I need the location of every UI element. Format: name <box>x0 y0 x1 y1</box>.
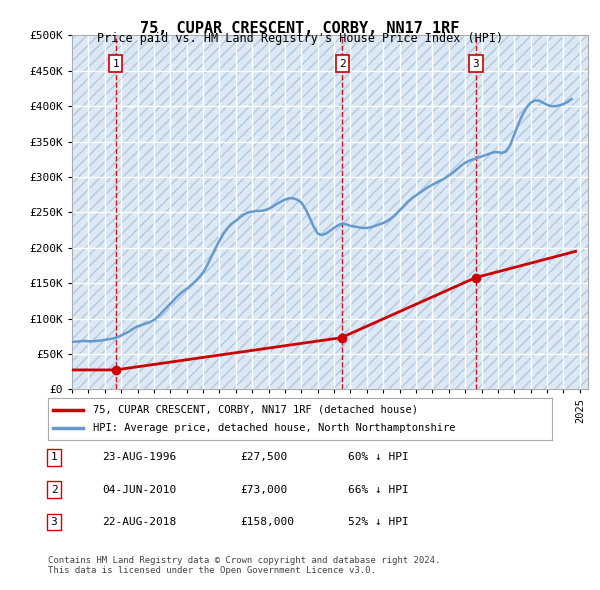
Text: £158,000: £158,000 <box>240 517 294 527</box>
Text: 52% ↓ HPI: 52% ↓ HPI <box>348 517 409 527</box>
Text: £27,500: £27,500 <box>240 453 287 462</box>
Text: HPI: Average price, detached house, North Northamptonshire: HPI: Average price, detached house, Nort… <box>94 423 456 433</box>
Text: Contains HM Land Registry data © Crown copyright and database right 2024.
This d: Contains HM Land Registry data © Crown c… <box>48 556 440 575</box>
Text: 3: 3 <box>50 517 58 527</box>
Text: 2: 2 <box>339 59 346 68</box>
Text: Price paid vs. HM Land Registry's House Price Index (HPI): Price paid vs. HM Land Registry's House … <box>97 32 503 45</box>
Text: 75, CUPAR CRESCENT, CORBY, NN17 1RF (detached house): 75, CUPAR CRESCENT, CORBY, NN17 1RF (det… <box>94 405 418 415</box>
Text: 22-AUG-2018: 22-AUG-2018 <box>102 517 176 527</box>
Text: 2: 2 <box>50 485 58 494</box>
Text: 75, CUPAR CRESCENT, CORBY, NN17 1RF: 75, CUPAR CRESCENT, CORBY, NN17 1RF <box>140 21 460 35</box>
Text: 04-JUN-2010: 04-JUN-2010 <box>102 485 176 494</box>
Text: 60% ↓ HPI: 60% ↓ HPI <box>348 453 409 462</box>
Text: 66% ↓ HPI: 66% ↓ HPI <box>348 485 409 494</box>
Text: 1: 1 <box>50 453 58 462</box>
Text: 23-AUG-1996: 23-AUG-1996 <box>102 453 176 462</box>
Text: 1: 1 <box>112 59 119 68</box>
Text: £73,000: £73,000 <box>240 485 287 494</box>
Text: 3: 3 <box>473 59 479 68</box>
